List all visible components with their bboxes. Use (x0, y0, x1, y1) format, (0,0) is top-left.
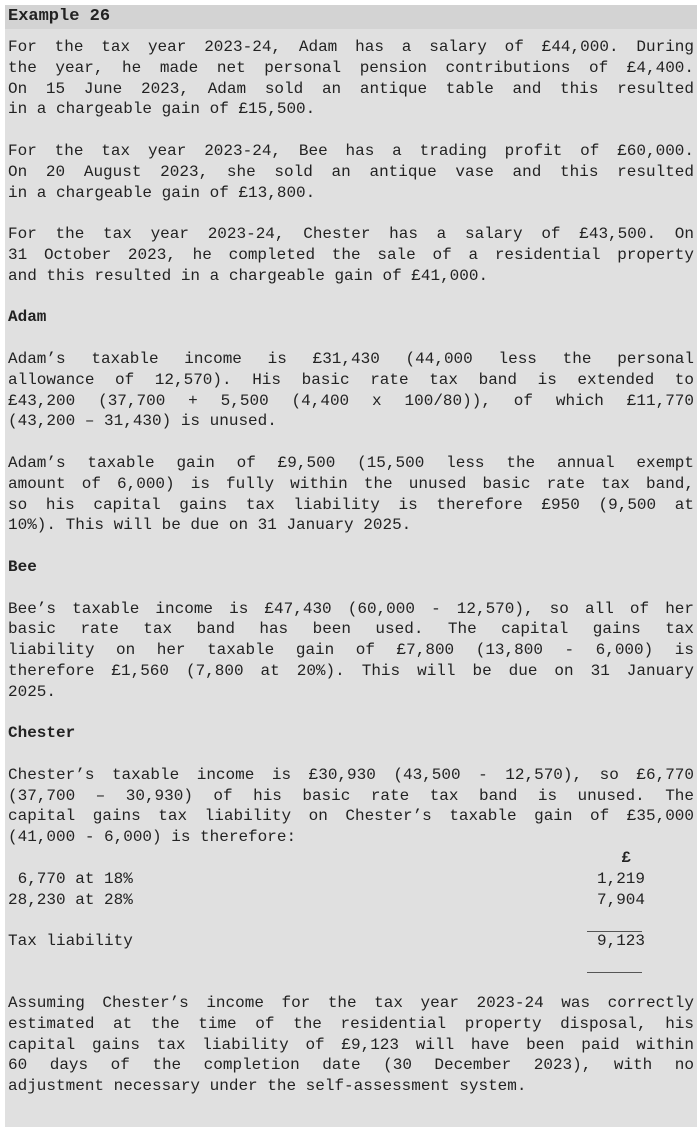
row-amount: 7,904 (596, 890, 645, 909)
text-line: the year, he made net personal pension c… (8, 58, 694, 77)
text-line: allowance of 12,570). His basic rate tax… (8, 370, 694, 389)
section-heading: Adam (8, 308, 47, 327)
text-line: Assuming Chester’s income for the tax ye… (8, 994, 694, 1013)
currency-header-row: £ (8, 848, 645, 869)
paragraph: Assuming Chester’s income for the tax ye… (8, 993, 694, 1097)
paragraph: Adam’s taxable income is £31,430 (44,000… (8, 349, 694, 432)
text-line: adjustment necessary under the self-asse… (8, 1077, 527, 1096)
text-line: (41,000 - 6,000) is therefore: (8, 828, 297, 847)
paragraph: For the tax year 2023-24, Chester has a … (8, 224, 694, 286)
text-line: Bee’s taxable income is £47,430 (60,000 … (8, 599, 694, 618)
total-label: Tax liability (8, 932, 133, 951)
example-box: Example 26 For the tax year 2023-24, Ada… (5, 5, 697, 1127)
text-line: estimated at the time of the residential… (8, 1014, 694, 1033)
text-line: so his capital gains tax liability is th… (8, 495, 694, 514)
text-line: in a chargeable gain of £13,800. (8, 183, 316, 202)
text-line: Chester’s taxable income is £30,930 (43,… (8, 765, 694, 784)
example-content: For the tax year 2023-24, Adam has a sal… (5, 29, 697, 1097)
text-line: 2025. (8, 682, 57, 701)
text-line: capital gains tax liability on Chester’s… (8, 807, 694, 826)
text-line: 10%). This will be due on 31 January 202… (8, 516, 412, 535)
total-rule (587, 972, 642, 974)
section-heading: Bee (8, 557, 37, 576)
text-line: For the tax year 2023-24, Adam has a sal… (8, 38, 694, 56)
section-heading: Chester (8, 724, 76, 743)
subtotal-rule (587, 931, 642, 933)
text-line: 60 days of the completion date (30 Decem… (8, 1056, 694, 1075)
paragraph: Adam’s taxable gain of £9,500 (15,500 le… (8, 453, 694, 536)
text-line: For the tax year 2023-24, Chester has a … (8, 225, 694, 244)
text-line: and this resulted in a chargeable gain o… (8, 266, 489, 285)
text-line: 31 October 2023, he completed the sale o… (8, 245, 694, 264)
text-line: amount of 6,000) is fully within the unu… (8, 474, 694, 493)
table-row: 6,770 at 18% 1,219 (8, 869, 645, 890)
example-title: Example 26 (5, 5, 697, 29)
text-line: On 20 August 2023, she sold an antique v… (8, 162, 694, 181)
row-label: 28,230 at 28% (8, 890, 133, 909)
table-row: 28,230 at 28% 7,904 (8, 890, 645, 911)
paragraph: Chester’s taxable income is £30,930 (43,… (8, 765, 694, 848)
total-row: Tax liability 9,123 (8, 931, 645, 952)
row-amount: 1,219 (596, 869, 645, 888)
currency-header: £ (621, 849, 631, 868)
text-line: £43,200 (37,700 + 5,500 (4,400 x 100/80)… (8, 391, 694, 410)
paragraph: Bee’s taxable income is £47,430 (60,000 … (8, 599, 694, 703)
text-line: in a chargeable gain of £15,500. (8, 100, 316, 119)
paragraph: For the tax year 2023-24, Bee has a trad… (8, 141, 694, 203)
text-line: For the tax year 2023-24, Bee has a trad… (8, 141, 694, 160)
text-line: capital gains tax liability of £9,123 wi… (8, 1035, 694, 1054)
text-line: Adam’s taxable income is £31,430 (44,000… (8, 349, 694, 368)
text-line: (37,700 – 30,930) of his basic rate tax … (8, 786, 694, 805)
tax-calculation-table: £ 6,770 at 18% 1,219 28,230 at 28% 7,904 Tax… (8, 848, 694, 993)
text-line: liability on her taxable gain of £7,800 … (8, 641, 694, 660)
paragraph: For the tax year 2023-24, Adam has a sal… (8, 37, 694, 120)
row-label: 6,770 at 18% (8, 869, 133, 888)
text-line: On 15 June 2023, Adam sold an antique ta… (8, 79, 694, 98)
total-amount: 9,123 (596, 932, 645, 951)
text-line: therefore £1,560 (7,800 at 20%). This wi… (8, 661, 694, 680)
text-line: basic rate tax band has been used. The c… (8, 620, 694, 639)
text-line: Adam’s taxable gain of £9,500 (15,500 le… (8, 453, 694, 472)
text-line: (43,200 – 31,430) is unused. (8, 412, 277, 431)
